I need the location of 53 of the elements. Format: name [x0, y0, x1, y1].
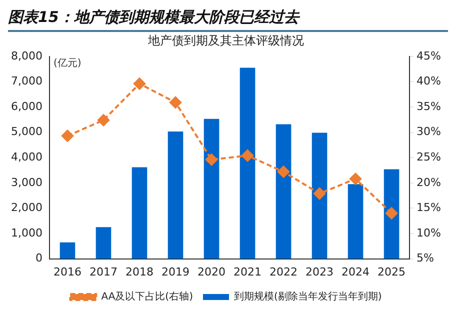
y-tick-label: 1,000	[10, 226, 42, 240]
y-axis-title: (亿元)	[53, 58, 82, 69]
y2-tick-label: 15%	[416, 201, 442, 214]
point	[314, 188, 326, 200]
y2-tick-label: 20%	[416, 176, 442, 189]
x-tick-label: 2017	[90, 265, 118, 278]
x-tick-label: 2021	[234, 265, 262, 278]
chart-title: 图表15：地产债到期规模最大阶段已经过去	[8, 8, 448, 32]
point	[134, 78, 146, 90]
y-tick-label: 0	[35, 252, 42, 265]
bar	[240, 68, 256, 259]
y2-tick-label: 35%	[416, 100, 442, 113]
x-tick-label: 2022	[270, 265, 298, 278]
bar	[384, 169, 400, 259]
x-tick-label: 2025	[378, 265, 406, 278]
x-tick-label: 2016	[53, 265, 82, 278]
point	[278, 166, 290, 178]
point	[98, 114, 110, 126]
x-tick-label: 2024	[342, 265, 370, 278]
x-tick-label: 2023	[306, 265, 334, 278]
point	[206, 154, 218, 166]
bar	[312, 132, 328, 259]
x-tick-label: 2020	[198, 265, 226, 278]
y-tick-label: 5,000	[10, 125, 42, 138]
point	[242, 150, 254, 162]
point	[350, 172, 362, 185]
y-tick-label: 7,000	[10, 74, 42, 88]
bar	[60, 242, 76, 259]
chart-subtitle: 地产债到期及其主体评级情况	[147, 33, 304, 48]
y2-tick-label: 40%	[416, 74, 442, 88]
bar	[96, 227, 112, 259]
y-tick-label: 3,000	[10, 176, 42, 189]
bar	[276, 124, 292, 259]
point	[170, 96, 182, 108]
y-tick-label: 4,000	[10, 150, 42, 164]
bar	[132, 167, 148, 259]
x-tick-label: 2019	[162, 265, 190, 278]
y-tick-label: 8,000	[10, 49, 42, 62]
y2-tick-label: 10%	[416, 226, 442, 240]
point	[61, 130, 74, 142]
point	[386, 207, 398, 220]
legend-label: 到期规模(剔除当年发行当年到期)	[234, 290, 382, 303]
y2-tick-label: 45%	[416, 49, 442, 62]
bar	[204, 118, 220, 259]
x-tick-label: 2018	[126, 265, 154, 278]
y-tick-label: 6,000	[10, 100, 42, 113]
y2-tick-label: 30%	[416, 125, 442, 138]
y2-tick-label: 5%	[416, 252, 434, 265]
y-tick-label: 2,000	[10, 201, 42, 214]
y2-tick-label: 25%	[416, 150, 442, 164]
legend-label: AA及以下占比(右轴)	[101, 290, 194, 303]
bar	[168, 132, 184, 259]
bar	[348, 184, 364, 259]
